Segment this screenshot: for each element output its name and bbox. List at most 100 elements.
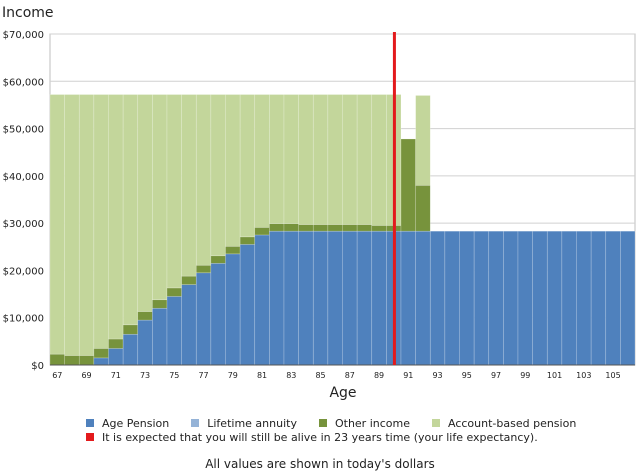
bar-segment	[152, 94, 168, 301]
age-pension-swatch	[86, 419, 94, 427]
bar-segment	[195, 94, 212, 266]
bar-segment	[181, 94, 197, 277]
x-tick-label: 87	[345, 371, 355, 380]
bar-segment	[356, 224, 373, 232]
account-based-pension-swatch	[432, 419, 440, 427]
bar-segment	[122, 333, 139, 366]
bar-segment	[269, 230, 285, 366]
bar-segment	[239, 244, 256, 366]
bar-segment	[225, 253, 241, 366]
legend-row-life-expectancy: It is expected that you will still be al…	[86, 430, 598, 444]
bar-segment	[152, 299, 168, 309]
bar-segment	[312, 230, 329, 366]
legend-label: Other income	[334, 416, 410, 430]
x-tick-label: 67	[52, 371, 62, 380]
legend-row-series: Age Pension Lifetime annuity Other incom…	[86, 416, 598, 430]
bar-segment	[152, 307, 168, 366]
bar-segment	[181, 284, 197, 366]
bar-segment	[225, 94, 241, 247]
legend-label: Age Pension	[102, 416, 170, 430]
x-tick-label: 105	[605, 371, 620, 380]
x-tick-label: 89	[374, 371, 384, 380]
bar-segment	[356, 230, 373, 366]
x-tick-label: 79	[228, 371, 238, 380]
bar-segment	[327, 94, 343, 225]
x-tick-label: 93	[432, 371, 442, 380]
bar-segment	[459, 230, 475, 366]
bar-segment	[283, 94, 299, 224]
bar-segment	[195, 264, 212, 274]
bar-segment	[64, 94, 80, 356]
bar-segment	[283, 223, 299, 232]
bar-segment	[371, 94, 387, 226]
legend-label: Account-based pension	[448, 416, 577, 430]
bar-segment	[49, 94, 65, 355]
bar-segment	[576, 230, 592, 366]
bar-segment	[78, 355, 95, 366]
bar-segment	[444, 230, 460, 366]
bar-segment	[122, 324, 139, 335]
bar-segment	[342, 94, 358, 225]
bar-segment	[415, 230, 431, 366]
y-tick-label: $10,000	[3, 314, 44, 325]
y-tick-label: $50,000	[3, 125, 44, 136]
y-tick-label: $40,000	[3, 172, 44, 183]
bar-segment	[137, 319, 153, 366]
bar-segment	[342, 224, 358, 232]
x-tick-label: 71	[111, 371, 121, 380]
x-tick-label: 85	[315, 371, 325, 380]
bar-segment	[122, 94, 139, 326]
legend-item-lifetime-annuity: Lifetime annuity	[191, 417, 297, 430]
bar-segment	[342, 230, 358, 366]
bar-segment	[283, 230, 299, 366]
x-tick-label: 75	[169, 371, 179, 380]
bar-segment	[298, 230, 314, 366]
bars	[49, 94, 636, 366]
bar-segment	[254, 234, 270, 366]
bar-segment	[532, 230, 548, 366]
y-ticks: $0 $10,000 $20,000 $30,000 $40,000 $50,000 $60…	[3, 30, 44, 372]
bar-segment	[561, 230, 577, 366]
bar-segment	[312, 94, 329, 225]
x-tick-label: 91	[403, 371, 413, 380]
x-tick-label: 73	[140, 371, 150, 380]
legend-item-other-income: Other income	[318, 416, 410, 430]
bar-segment	[137, 311, 153, 321]
bar-segment	[239, 94, 256, 238]
bar-segment	[166, 287, 182, 297]
bar-segment	[210, 255, 226, 264]
bar-segment	[195, 272, 212, 366]
bar-segment	[166, 296, 182, 366]
life-expectancy-swatch	[86, 433, 94, 441]
bar-segment	[590, 230, 607, 366]
bar-segment	[108, 338, 124, 349]
lifetime-annuity-swatch	[191, 419, 200, 427]
x-tick-label: 77	[198, 371, 208, 380]
x-tick-label: 69	[81, 371, 91, 380]
legend-label: Lifetime annuity	[207, 416, 297, 430]
bar-segment	[93, 357, 109, 366]
y-tick-label: $60,000	[3, 77, 44, 88]
bar-segment	[312, 224, 329, 232]
bar-segment	[210, 94, 226, 257]
bar-segment	[605, 230, 621, 366]
bar-segment	[546, 230, 563, 366]
x-tick-label: 99	[520, 371, 530, 380]
other-income-swatch	[318, 419, 327, 427]
bar-segment	[356, 94, 373, 225]
bar-segment	[269, 94, 285, 224]
bar-segment	[93, 94, 109, 349]
bar-segment	[137, 94, 153, 312]
x-ticks: 67 69 71 73 75 77 79 81 83 85 87 89 91 93 95 97 99 101 103…	[52, 371, 620, 380]
bar-segment	[298, 94, 314, 225]
y-axis-title: Income	[2, 5, 54, 21]
bar-segment	[298, 224, 314, 232]
bar-segment	[49, 353, 65, 366]
bar-segment	[517, 230, 533, 366]
x-tick-label: 103	[576, 371, 591, 380]
bar-segment	[239, 236, 256, 245]
bar-segment	[225, 246, 241, 255]
y-tick-label: $70,000	[3, 30, 44, 41]
bar-segment	[473, 230, 490, 366]
